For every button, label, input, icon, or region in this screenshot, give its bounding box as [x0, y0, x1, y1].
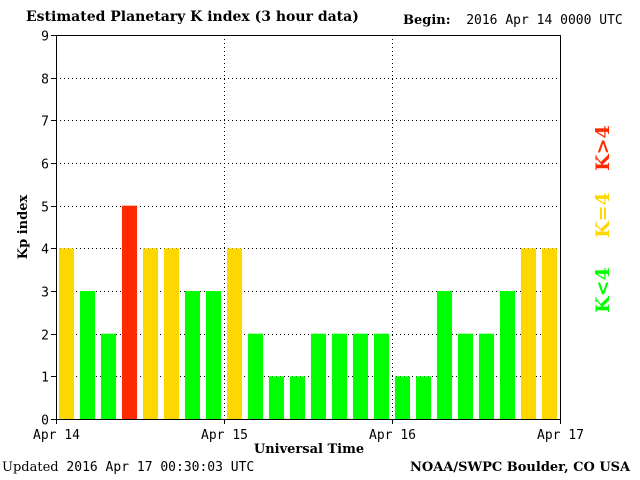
kp-bar: [289, 376, 306, 419]
kp-bar: [100, 333, 117, 419]
y-tick-label: 3: [41, 286, 49, 301]
x-ticks: Apr 14 Apr 15 Apr 16 Apr 17: [33, 419, 584, 443]
legend-item: K=4: [592, 192, 614, 238]
kp-bar: [226, 248, 243, 419]
kp-bar: [268, 376, 285, 419]
chart-title: Estimated Planetary K index (3 hour data…: [26, 9, 359, 25]
x-tick-label: Apr 14: [33, 428, 80, 443]
legend-item: K<4: [592, 267, 614, 313]
kp-bar: [79, 291, 96, 419]
begin-time: Begin: 2016 Apr 14 0000 UTC: [403, 13, 623, 28]
kp-bar: [163, 248, 180, 419]
kp-bar: [373, 333, 390, 419]
y-ticks: 0 1 2 3 4 5 6 7 8 9: [41, 30, 56, 429]
credit: NOAA/SWPC Boulder, CO USA: [410, 460, 631, 475]
updated-label: Updated: [2, 460, 59, 475]
y-tick-label: 4: [41, 243, 49, 258]
y-tick-label: 9: [41, 30, 49, 45]
x-tick-label: Apr 17: [537, 428, 584, 443]
kp-bar: [478, 333, 495, 419]
kp-bar: [436, 291, 453, 419]
kp-bar: [121, 205, 138, 419]
y-tick-label: 1: [41, 371, 49, 386]
y-axis-label: Kp index: [16, 195, 31, 260]
y-tick-label: 2: [41, 329, 49, 344]
gridlines: [56, 35, 560, 419]
kp-bar: [415, 376, 432, 419]
y-tick-label: 8: [41, 73, 49, 88]
kp-bar: [58, 248, 75, 419]
kp-bar: [520, 248, 537, 419]
kp-bar: [352, 333, 369, 419]
kp-bar: [331, 333, 348, 419]
kp-bar: [457, 333, 474, 419]
x-tick-label: Apr 16: [369, 428, 416, 443]
begin-value: 2016 Apr 14 0000 UTC: [466, 13, 623, 28]
kp-bar: [394, 376, 411, 419]
y-tick-label: 0: [41, 414, 49, 429]
y-tick-label: 5: [41, 201, 49, 216]
updated-time: Updated 2016 Apr 17 00:30:03 UTC: [2, 460, 254, 475]
x-tick-label: Apr 15: [201, 428, 248, 443]
updated-value: 2016 Apr 17 00:30:03 UTC: [66, 460, 255, 475]
legend: K<4 K=4 K>4: [592, 125, 614, 313]
kp-bar: [310, 333, 327, 419]
y-tick-label: 7: [41, 115, 49, 130]
bars: [58, 205, 558, 419]
plot-frame: [56, 35, 561, 420]
kp-bar: [184, 291, 201, 419]
kp-bar: [247, 333, 264, 419]
kp-bar: [499, 291, 516, 419]
x-axis-label: Universal Time: [254, 442, 364, 457]
legend-item: K>4: [592, 125, 614, 171]
kp-bar: [205, 291, 222, 419]
begin-label: Begin:: [403, 13, 451, 28]
y-tick-label: 6: [41, 158, 49, 173]
kp-bar: [541, 248, 558, 419]
kp-bar: [142, 248, 159, 419]
